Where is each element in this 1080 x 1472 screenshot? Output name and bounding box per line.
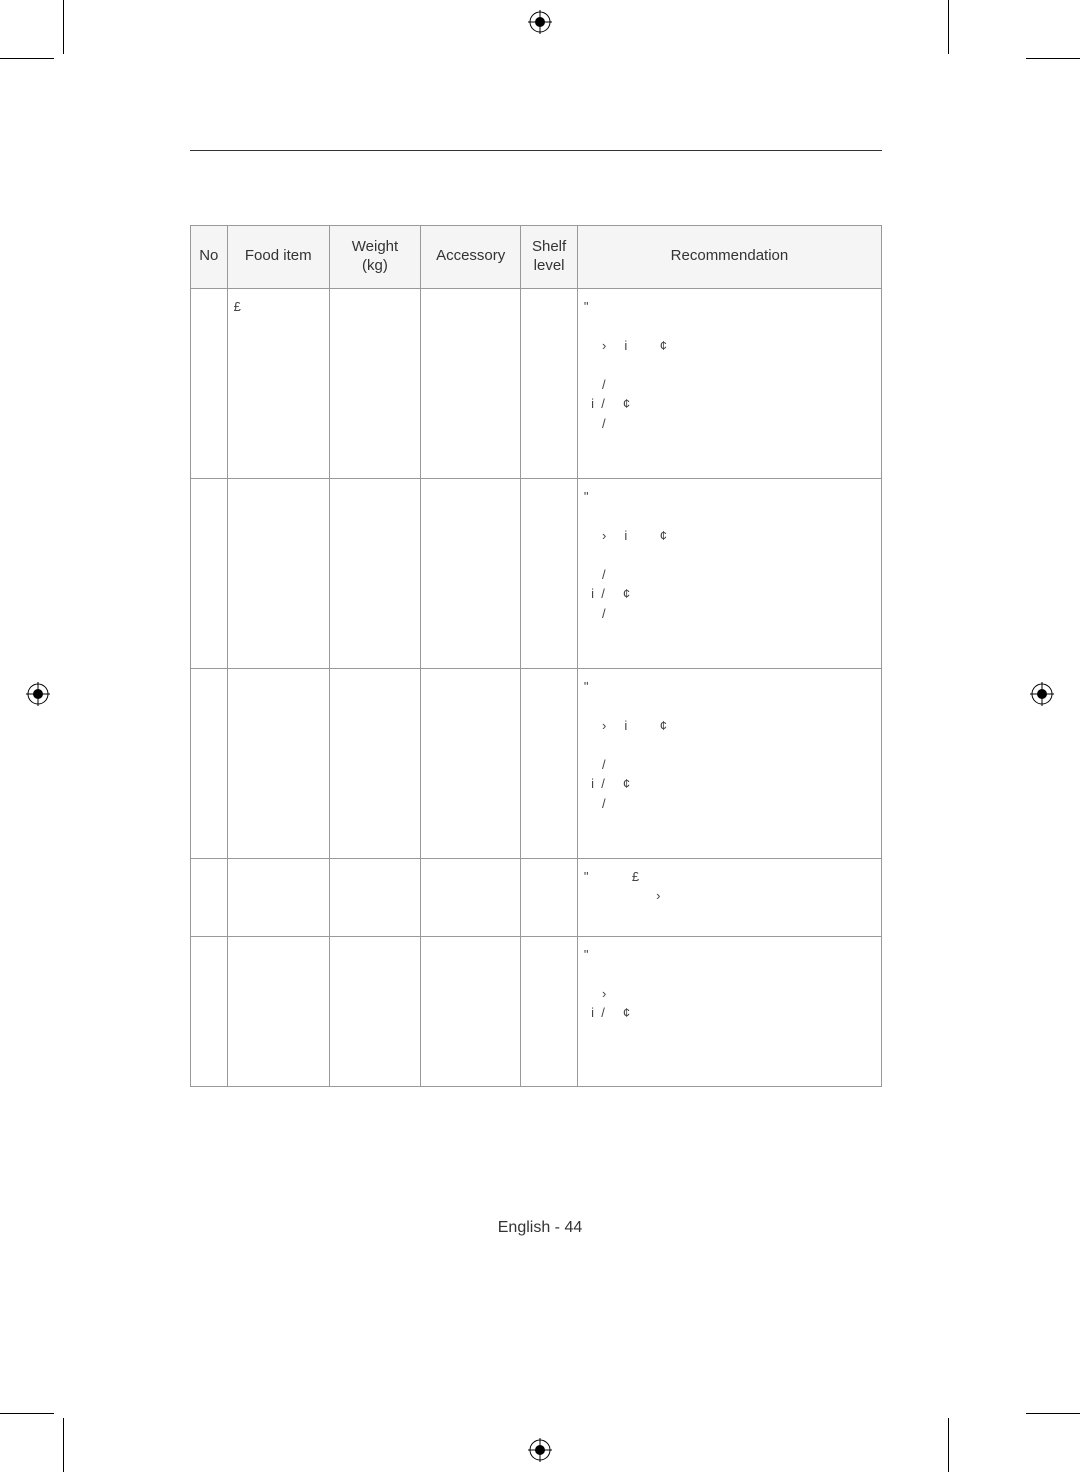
crop-mark <box>63 0 64 54</box>
table-row: £ " › i ¢ / i / ¢ / <box>191 288 882 478</box>
page-footer: English - 44 <box>70 1219 1010 1237</box>
cell-acc <box>421 858 521 936</box>
cell-rec: " › i ¢ / i / ¢ / <box>577 668 881 858</box>
crop-mark <box>0 1413 54 1414</box>
cell-rec: " £ › <box>577 858 881 936</box>
crop-mark <box>1026 1413 1080 1414</box>
cell-acc <box>421 478 521 668</box>
cell-food <box>227 668 329 858</box>
cell-acc <box>421 288 521 478</box>
cell-food <box>227 858 329 936</box>
cell-wt <box>329 668 420 858</box>
cell-acc <box>421 668 521 858</box>
page-content: No Food item Weight (kg) Accessory Shelf… <box>70 10 1010 1462</box>
cell-shelf <box>521 478 578 668</box>
page-rule <box>190 150 882 151</box>
cell-food <box>227 936 329 1086</box>
cell-no <box>191 936 228 1086</box>
cell-rec: " › i ¢ / i / ¢ / <box>577 288 881 478</box>
cell-food <box>227 478 329 668</box>
cell-rec: " › i / ¢ <box>577 936 881 1086</box>
cell-shelf <box>521 936 578 1086</box>
table-row: " › i / ¢ <box>191 936 882 1086</box>
cooking-table: No Food item Weight (kg) Accessory Shelf… <box>190 225 882 1087</box>
col-header-weight-l1: Weight <box>352 238 398 255</box>
col-header-weight: Weight (kg) <box>329 226 420 289</box>
table-body: £" › i ¢ / i / ¢ /" › i ¢ / i / ¢ /" › i… <box>191 288 882 1086</box>
registration-mark-left <box>26 682 50 706</box>
col-header-weight-l2: (kg) <box>362 257 388 274</box>
col-header-shelf-l2: level <box>534 257 565 274</box>
cell-shelf <box>521 668 578 858</box>
table-row: " › i ¢ / i / ¢ / <box>191 478 882 668</box>
cell-no <box>191 478 228 668</box>
crop-mark <box>1026 58 1080 59</box>
col-header-recommendation: Recommendation <box>577 226 881 289</box>
cell-no <box>191 858 228 936</box>
cell-acc <box>421 936 521 1086</box>
cell-wt <box>329 288 420 478</box>
table-row: " £ › <box>191 858 882 936</box>
cell-shelf <box>521 288 578 478</box>
cell-shelf <box>521 858 578 936</box>
data-table: No Food item Weight (kg) Accessory Shelf… <box>190 225 882 1087</box>
cell-no <box>191 668 228 858</box>
table-row: " › i ¢ / i / ¢ / <box>191 668 882 858</box>
registration-mark-right <box>1030 682 1054 706</box>
col-header-food: Food item <box>227 226 329 289</box>
cell-wt <box>329 478 420 668</box>
cell-rec: " › i ¢ / i / ¢ / <box>577 478 881 668</box>
cell-wt <box>329 936 420 1086</box>
col-header-shelf: Shelf level <box>521 226 578 289</box>
table-header-row: No Food item Weight (kg) Accessory Shelf… <box>191 226 882 289</box>
cell-no <box>191 288 228 478</box>
crop-mark <box>0 58 54 59</box>
cell-food: £ <box>227 288 329 478</box>
col-header-shelf-l1: Shelf <box>532 238 566 255</box>
col-header-no: No <box>191 226 228 289</box>
crop-mark <box>63 1418 64 1472</box>
col-header-accessory: Accessory <box>421 226 521 289</box>
cell-wt <box>329 858 420 936</box>
